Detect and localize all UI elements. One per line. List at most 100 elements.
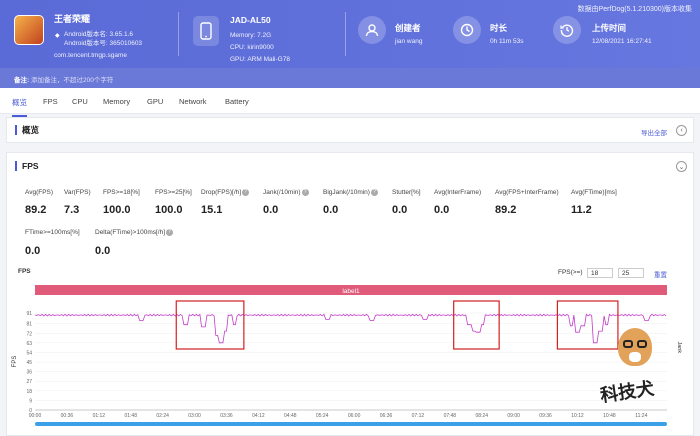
tab-fps[interactable]: FPS — [43, 97, 58, 106]
x-tick-label: 01:48 — [124, 413, 137, 419]
metric-value: 100.0 — [155, 204, 183, 216]
metric-value: 0.0 — [323, 204, 339, 216]
right-axis-label: Jank — [676, 342, 682, 354]
x-tick-label: 10:12 — [571, 413, 584, 419]
y-tick-label: 72 — [26, 331, 32, 337]
collapse-icon[interactable]: ‹ — [676, 125, 687, 136]
y-tick-label: 27 — [26, 379, 32, 385]
x-tick-label: 08:24 — [475, 413, 488, 419]
duration-value: 0h 11m 53s — [490, 38, 524, 45]
device-memory: Memory: 7.2G — [230, 32, 272, 39]
chevron-down-icon[interactable]: ⌄ — [676, 161, 687, 172]
fps-filter-input-1[interactable]: 18 — [587, 268, 613, 278]
tab-gpu[interactable]: GPU — [147, 97, 164, 106]
upload-value: 12/08/2021 16:27:41 — [592, 38, 652, 45]
metric-label: BigJank(/10min)? — [323, 189, 378, 196]
y-tick-label: 0 — [29, 408, 32, 414]
user-icon — [358, 16, 386, 44]
package-name: com.tencent.tmgp.sgame — [54, 52, 127, 59]
x-tick-label: 02:24 — [156, 413, 169, 419]
fps-filter-label: FPS(>=) — [558, 269, 583, 276]
android-code: Android版本号: 365010603 — [64, 40, 143, 47]
metric-label: FTime>=100ms[%] — [25, 229, 80, 236]
duration-label: 时长 — [490, 23, 508, 33]
chart-title-bar — [35, 285, 667, 295]
note-input[interactable]: 添加备注，不超过200个字符 — [30, 77, 114, 84]
tab-network[interactable]: Network — [179, 97, 207, 106]
x-tick-label: 09:36 — [539, 413, 552, 419]
metric-label: FPS>=25[%] — [155, 189, 192, 196]
metric-label: Avg(FPS+InterFrame) — [495, 189, 559, 196]
creator-label: 创建者 — [395, 23, 421, 33]
highlight-box — [556, 300, 619, 350]
x-tick-label: 05:24 — [316, 413, 329, 419]
source-text: 数据由PerfDog(5.1.210300)版本收集 — [577, 6, 692, 13]
metric-label: Drop(FPS)[/h]? — [201, 189, 250, 196]
y-tick-label: 36 — [26, 370, 32, 376]
fps-chart[interactable]: label1 0 9 18 27 36 45 54 63 72 81 91 FPS Jank 00:00 00… — [0, 283, 700, 433]
metric-value: 11.2 — [571, 204, 592, 216]
metric-label: Avg(FPS) — [25, 189, 54, 196]
creator-value: jian wang — [395, 38, 423, 45]
corgi-mascot-icon — [618, 328, 652, 366]
clock-icon — [453, 16, 481, 44]
y-tick-label: 18 — [26, 389, 32, 395]
metric-label: Avg(FTime)[ms] — [571, 189, 617, 196]
device-gpu: GPU: ARM Mali-G78 — [230, 56, 290, 63]
metric-value: 0.0 — [434, 204, 450, 216]
note-bar[interactable]: 备注: 添加备注，不超过200个字符 — [0, 68, 700, 88]
x-tick-label: 00:36 — [61, 413, 74, 419]
metric-value: 89.2 — [495, 204, 517, 216]
export-all-button[interactable]: 导出全部 — [641, 130, 667, 137]
highlight-box — [453, 300, 500, 350]
x-tick-label: 07:48 — [444, 413, 457, 419]
upload-label: 上传时间 — [592, 23, 627, 33]
y-tick-label: 45 — [26, 360, 32, 366]
help-icon[interactable]: ? — [301, 189, 309, 196]
x-tick-label: 00:00 — [29, 413, 42, 419]
y-tick-label: 63 — [26, 341, 32, 347]
chart-scrollbar — [35, 422, 667, 426]
metric-label: Delta(FTime)>100ms[/h]? — [95, 229, 174, 236]
x-tick-label: 04:12 — [252, 413, 265, 419]
metric-value: 0.0 — [392, 204, 408, 216]
help-icon[interactable]: ? — [166, 229, 174, 236]
chart-title: label1 — [342, 288, 360, 295]
android-version: Android版本名: 3.65.1.6 — [64, 31, 134, 38]
tab-memory[interactable]: Memory — [103, 97, 131, 106]
fps-filter-input-2[interactable]: 25 — [618, 268, 644, 278]
metric-value: 0.0 — [95, 245, 111, 257]
metric-label: Avg(InterFrame) — [434, 189, 482, 196]
tab-overview[interactable]: 概览 — [12, 98, 27, 117]
x-tick-label: 06:00 — [348, 413, 361, 419]
metric-label: Var(FPS) — [64, 189, 91, 196]
metric-value: 0.0 — [263, 204, 279, 216]
x-tick-label: 10:48 — [603, 413, 616, 419]
x-tick-label: 09:00 — [507, 413, 520, 419]
metric-value: 0.0 — [25, 245, 41, 257]
metric-value: 89.2 — [25, 204, 47, 216]
x-tick-label: 01:12 — [93, 413, 106, 419]
history-icon — [553, 16, 581, 44]
fps-title: FPS — [15, 161, 39, 171]
x-tick-label: 06:36 — [380, 413, 393, 419]
metric-value: 100.0 — [103, 204, 131, 216]
help-icon[interactable]: ? — [242, 189, 250, 196]
y-tick-label: 54 — [26, 350, 32, 356]
tab-battery[interactable]: Battery — [225, 97, 249, 106]
note-label: 备注: — [14, 77, 30, 84]
help-icon[interactable]: ? — [370, 189, 378, 196]
tab-cpu[interactable]: CPU — [72, 97, 88, 106]
metric-label: Jank(/10min)? — [263, 189, 309, 196]
app-name: 王者荣耀 — [54, 14, 91, 24]
report-header: 数据由PerfDog(5.1.210300)版本收集 王者荣耀 ◆ Androi… — [0, 0, 700, 68]
y-tick-label: 81 — [26, 322, 32, 328]
metric-value: 15.1 — [201, 204, 223, 216]
chart-label: FPS — [18, 268, 31, 275]
y-axis-label: FPS — [12, 356, 18, 368]
reset-button[interactable]: 重置 — [654, 272, 667, 279]
y-tick-label: 91 — [26, 311, 32, 317]
metric-label: FPS>=18[%] — [103, 189, 140, 196]
android-icon: ◆ — [55, 33, 60, 39]
